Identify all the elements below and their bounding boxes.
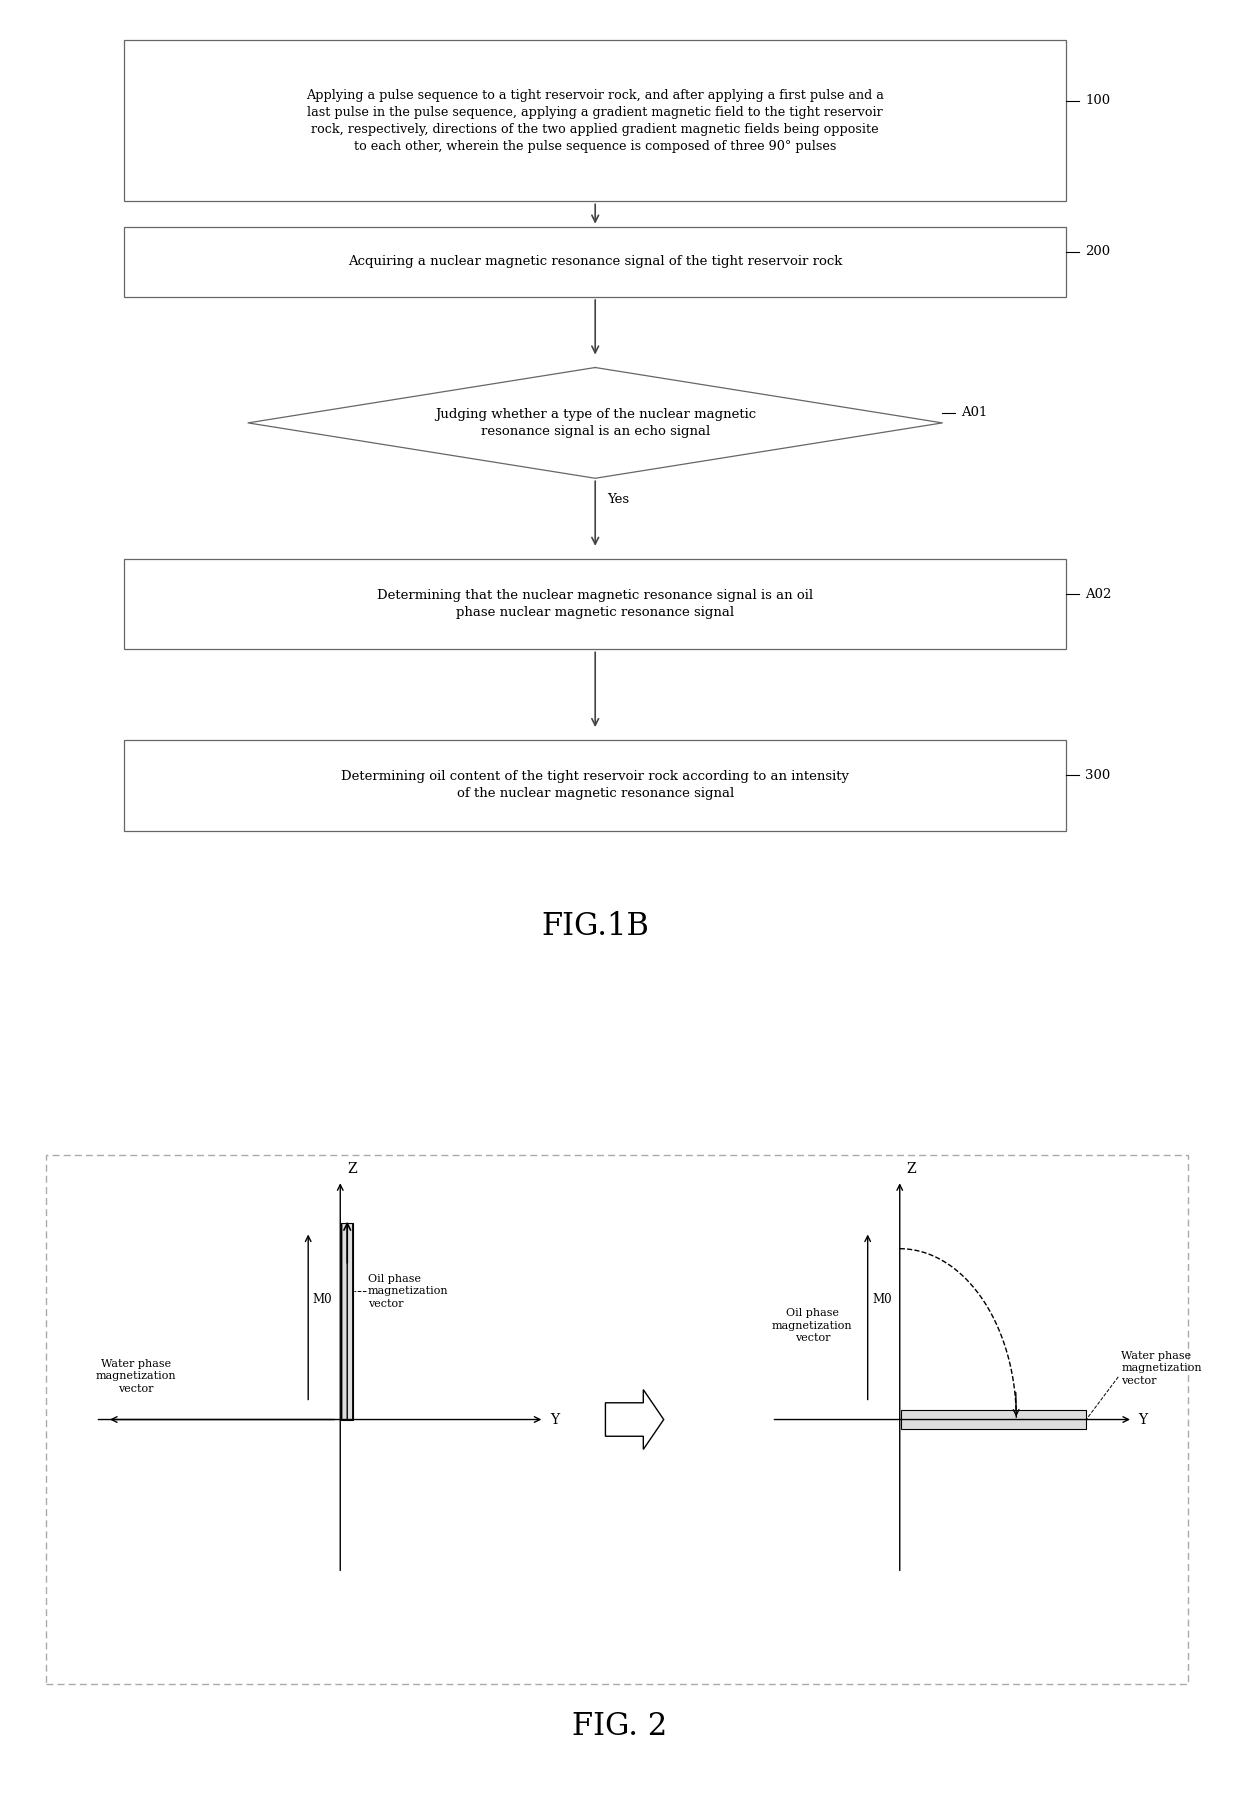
Text: Z: Z xyxy=(347,1162,357,1176)
FancyBboxPatch shape xyxy=(124,559,1066,649)
FancyBboxPatch shape xyxy=(124,741,1066,831)
Text: Applying a pulse sequence to a tight reservoir rock, and after applying a first : Applying a pulse sequence to a tight res… xyxy=(306,88,884,153)
Text: Water phase
magnetization
vector: Water phase magnetization vector xyxy=(95,1359,176,1393)
Text: 300: 300 xyxy=(1085,770,1110,782)
FancyBboxPatch shape xyxy=(124,40,1066,201)
Text: Y: Y xyxy=(1138,1413,1148,1426)
Text: Judging whether a type of the nuclear magnetic
resonance signal is an echo signa: Judging whether a type of the nuclear ma… xyxy=(435,408,755,439)
Text: Determining oil content of the tight reservoir rock according to an intensity
of: Determining oil content of the tight res… xyxy=(341,770,849,800)
Text: Oil phase
magnetization
vector: Oil phase magnetization vector xyxy=(367,1275,449,1309)
Text: Oil phase
magnetization
vector: Oil phase magnetization vector xyxy=(773,1309,853,1343)
Text: FIG.1B: FIG.1B xyxy=(542,912,649,942)
Text: Determining that the nuclear magnetic resonance signal is an oil
phase nuclear m: Determining that the nuclear magnetic re… xyxy=(377,590,813,619)
Text: M0: M0 xyxy=(873,1293,892,1307)
Text: FIG. 2: FIG. 2 xyxy=(573,1712,667,1742)
Text: Water phase
magnetization
vector: Water phase magnetization vector xyxy=(1121,1350,1202,1386)
Text: A01: A01 xyxy=(961,406,987,419)
Polygon shape xyxy=(605,1390,663,1449)
Text: 100: 100 xyxy=(1085,93,1110,108)
Text: A02: A02 xyxy=(1085,588,1111,601)
FancyBboxPatch shape xyxy=(46,1154,1188,1685)
Text: Z: Z xyxy=(906,1162,916,1176)
FancyBboxPatch shape xyxy=(341,1223,353,1420)
Text: Acquiring a nuclear magnetic resonance signal of the tight reservoir rock: Acquiring a nuclear magnetic resonance s… xyxy=(348,255,842,268)
FancyBboxPatch shape xyxy=(901,1410,1086,1429)
Text: 200: 200 xyxy=(1085,245,1110,259)
Text: M0: M0 xyxy=(312,1293,332,1307)
FancyBboxPatch shape xyxy=(124,227,1066,297)
Text: Y: Y xyxy=(551,1413,559,1426)
Text: Yes: Yes xyxy=(608,493,630,507)
